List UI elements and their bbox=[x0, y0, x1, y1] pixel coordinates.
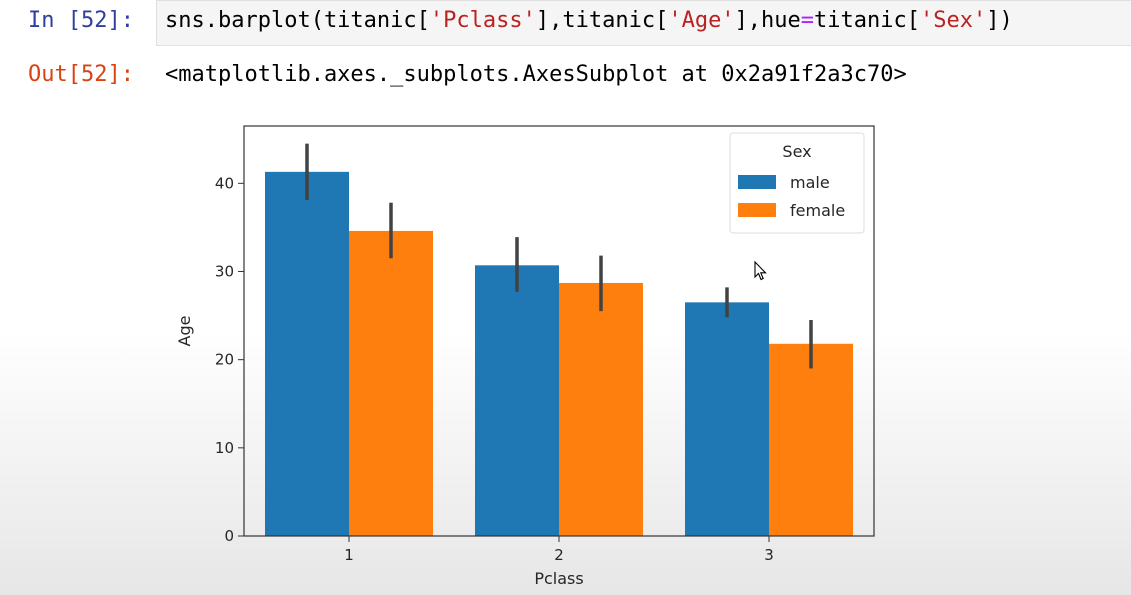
y-tick-label: 30 bbox=[215, 262, 234, 280]
bar-female-1 bbox=[349, 230, 433, 536]
legend-title: Sex bbox=[782, 142, 811, 161]
legend-swatch-female bbox=[738, 203, 776, 217]
output-text: <matplotlib.axes._subplots.AxesSubplot a… bbox=[165, 62, 907, 87]
code-token: 'Age' bbox=[668, 8, 735, 33]
code-token: ],titanic[ bbox=[535, 8, 669, 33]
code-token: sns.barplot(titanic[ bbox=[165, 8, 430, 33]
y-tick-label: 40 bbox=[215, 174, 234, 192]
bar-female-2 bbox=[559, 282, 643, 536]
legend-swatch-male bbox=[738, 175, 776, 189]
barplot-chart: 0 10 20 30 40 1 2 3 Pclass Age Sex male female bbox=[175, 125, 875, 588]
code-cell-input[interactable] bbox=[156, 0, 1131, 46]
bar-male-3 bbox=[685, 302, 769, 536]
y-tick-label: 0 bbox=[224, 527, 234, 545]
x-tick-label: 3 bbox=[764, 546, 774, 564]
y-tick-label: 10 bbox=[215, 439, 234, 457]
x-tick-label: 1 bbox=[344, 546, 354, 564]
y-tick-label: 20 bbox=[215, 351, 234, 369]
bar-male-2 bbox=[475, 265, 559, 536]
mouse-pointer-icon bbox=[754, 261, 767, 281]
code-token: 'Sex' bbox=[920, 8, 987, 33]
code-token: ]) bbox=[986, 8, 1013, 33]
y-axis-label: Age bbox=[175, 316, 194, 347]
bar-female-3 bbox=[769, 343, 853, 536]
legend-label-male: male bbox=[790, 173, 830, 192]
legend-label-female: female bbox=[790, 201, 845, 220]
x-tick-label: 2 bbox=[554, 546, 564, 564]
code-token: titanic[ bbox=[814, 8, 921, 33]
output-prompt: Out[52]: bbox=[28, 62, 134, 87]
x-axis-label: Pclass bbox=[534, 569, 583, 588]
code-token: 'Pclass' bbox=[429, 8, 536, 33]
code-token: ],hue bbox=[734, 8, 801, 33]
code-token: = bbox=[800, 8, 815, 33]
bar-male-1 bbox=[265, 171, 349, 536]
code-text[interactable]: sns.barplot(titanic['Pclass'],titanic['A… bbox=[165, 6, 1013, 36]
input-prompt: In [52]: bbox=[28, 8, 134, 33]
